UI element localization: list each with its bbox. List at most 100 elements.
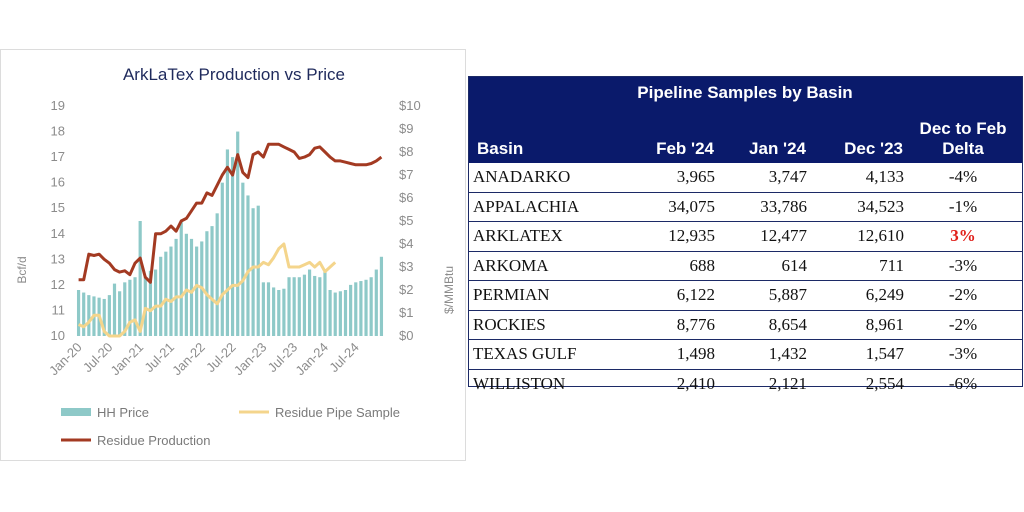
x-tick-label: Jan-22: [169, 340, 208, 379]
delta-value: -3%: [904, 339, 1022, 369]
hh-price-bar: [349, 284, 353, 336]
hh-price-bar: [225, 149, 230, 336]
jan-value: 12,477: [715, 221, 807, 251]
dec-value: 711: [807, 250, 904, 281]
col-header-delta: Dec to Feb Delta: [904, 109, 1022, 163]
y-tick-right: $7: [399, 167, 413, 182]
feb-value: 3,965: [676, 167, 715, 187]
residue-production-line: [78, 142, 383, 284]
y-tick-right: $2: [399, 282, 413, 297]
hh-price-bar: [220, 182, 224, 336]
jan-value: 2,121: [715, 368, 807, 398]
hh-price-bar: [205, 231, 209, 336]
hh-price-bar: [266, 282, 271, 336]
dec-value: 8,961: [807, 309, 904, 340]
table-row: ROCKIES 8,776 8,654 8,961 -2%: [469, 309, 1022, 340]
hh-price-bar: [256, 205, 260, 336]
dec-value: 34,523: [807, 191, 904, 222]
dec-value: 2,554: [807, 368, 904, 398]
hh-price-bar: [184, 233, 188, 336]
x-tick-label: Jan-24: [292, 340, 331, 379]
jan-value: 3,747: [768, 167, 807, 187]
residue-pipe-sample-line: [77, 242, 337, 338]
y-axis-left-label: Bcf/d: [15, 256, 29, 283]
dec-value: 4,133: [865, 167, 904, 187]
hh-price-bar: [230, 157, 235, 336]
col-header-delta-line2: Delta: [942, 139, 984, 158]
feb-value: 34,075: [628, 191, 715, 222]
hh-price-bar: [297, 277, 301, 336]
legend-label-residue-production: Residue Production: [97, 433, 210, 448]
y-tick-right: $3: [399, 259, 413, 274]
hh-price-bar: [302, 274, 307, 336]
hh-price-bar: [76, 290, 81, 336]
x-tick-label: Jan-20: [46, 340, 85, 379]
y-tick-right: $6: [399, 190, 413, 205]
hh-price-bar: [133, 277, 137, 336]
chart-panel: ArkLaTex Production vs Price 10 11 12 13 14 1…: [0, 49, 466, 461]
table-row: PERMIAN 6,122 5,887 6,249 -2%: [469, 280, 1022, 310]
hh-price-bar: [328, 290, 332, 336]
hh-price-bar: [241, 182, 245, 336]
table-row: ANADARKO 3,965 3,747 4,133 -4%: [469, 163, 1022, 192]
table-row: APPALACHIA 34,075 33,786 34,523 -1%: [469, 191, 1022, 222]
hh-price-bar: [374, 269, 378, 336]
hh-price-bar: [102, 298, 106, 336]
delta-value: -6%: [904, 368, 1022, 398]
hh-price-bar: [159, 256, 163, 336]
hh-price-bar: [87, 295, 91, 336]
jan-value: 5,887: [715, 280, 807, 310]
delta-value: -2%: [904, 280, 1022, 310]
y-tick-left: 16: [51, 175, 65, 190]
feb-value: 6,122: [628, 280, 715, 310]
basin-cell: ARKLATEX: [469, 221, 628, 251]
hh-price-bar: [123, 282, 127, 336]
hh-price-bar: [282, 288, 286, 336]
chart-title: ArkLaTex Production vs Price: [123, 65, 345, 84]
col-header-delta-line1: Dec to Feb: [919, 119, 1007, 138]
legend-label-residue-pipe-sample: Residue Pipe Sample: [275, 405, 400, 420]
table-row: ARKOMA 688 614 711 -3%: [469, 250, 1022, 281]
y-tick-left: 19: [51, 98, 65, 113]
y-axis-right-label: $/MMBtu: [442, 266, 456, 314]
hh-price-bar: [292, 277, 296, 336]
hh-price-bar: [179, 221, 183, 336]
y-tick-right: $8: [399, 144, 413, 159]
pipeline-table-panel: Pipeline Samples by Basin Basin Feb '24 …: [468, 76, 1023, 398]
y-tick-right: $10: [399, 98, 421, 113]
y-tick-right: $9: [399, 121, 413, 136]
delta-value: -3%: [904, 250, 1022, 281]
hh-price-bar: [318, 277, 322, 336]
hh-price-bar: [174, 238, 178, 336]
jan-value: 1,432: [715, 339, 807, 369]
y-tick-right: $0: [399, 328, 413, 343]
x-tick-label: Jan-21: [108, 340, 147, 379]
col-header-feb: Feb '24: [628, 109, 715, 163]
hh-price-bar: [148, 270, 153, 336]
delta-value: -4%: [948, 167, 978, 187]
jan-value: 614: [715, 250, 807, 281]
production-price-chart: ArkLaTex Production vs Price 10 11 12 13 14 1…: [15, 65, 456, 448]
y-tick-left: 14: [51, 226, 65, 241]
feb-value: 688: [628, 250, 715, 281]
feb-value: 8,776: [628, 309, 715, 340]
feb-value: 12,935: [628, 221, 715, 251]
y-tick-left: 15: [51, 200, 65, 215]
y-tick-left: 17: [51, 149, 65, 164]
hh-price-bar: [323, 272, 327, 336]
hh-price-bar: [118, 291, 122, 336]
hh-price-bar: [107, 295, 111, 336]
hh-price-bar: [195, 246, 199, 336]
hh-price-bar: [343, 290, 348, 336]
delta-value: -2%: [904, 309, 1022, 340]
hh-price-bar: [189, 238, 194, 336]
hh-price-bar: [215, 213, 219, 336]
col-header-jan: Jan '24: [715, 109, 807, 163]
pipeline-samples-table: Pipeline Samples by Basin Basin Feb '24 …: [469, 77, 1022, 398]
basin-cell: ANADARKO: [473, 167, 571, 187]
y-tick-left: 12: [51, 277, 65, 292]
x-tick-label: Jan-23: [231, 340, 270, 379]
hh-price-bar: [369, 277, 373, 336]
hh-price-bar: [153, 269, 158, 336]
x-tick-label: Jul-24: [326, 340, 362, 376]
